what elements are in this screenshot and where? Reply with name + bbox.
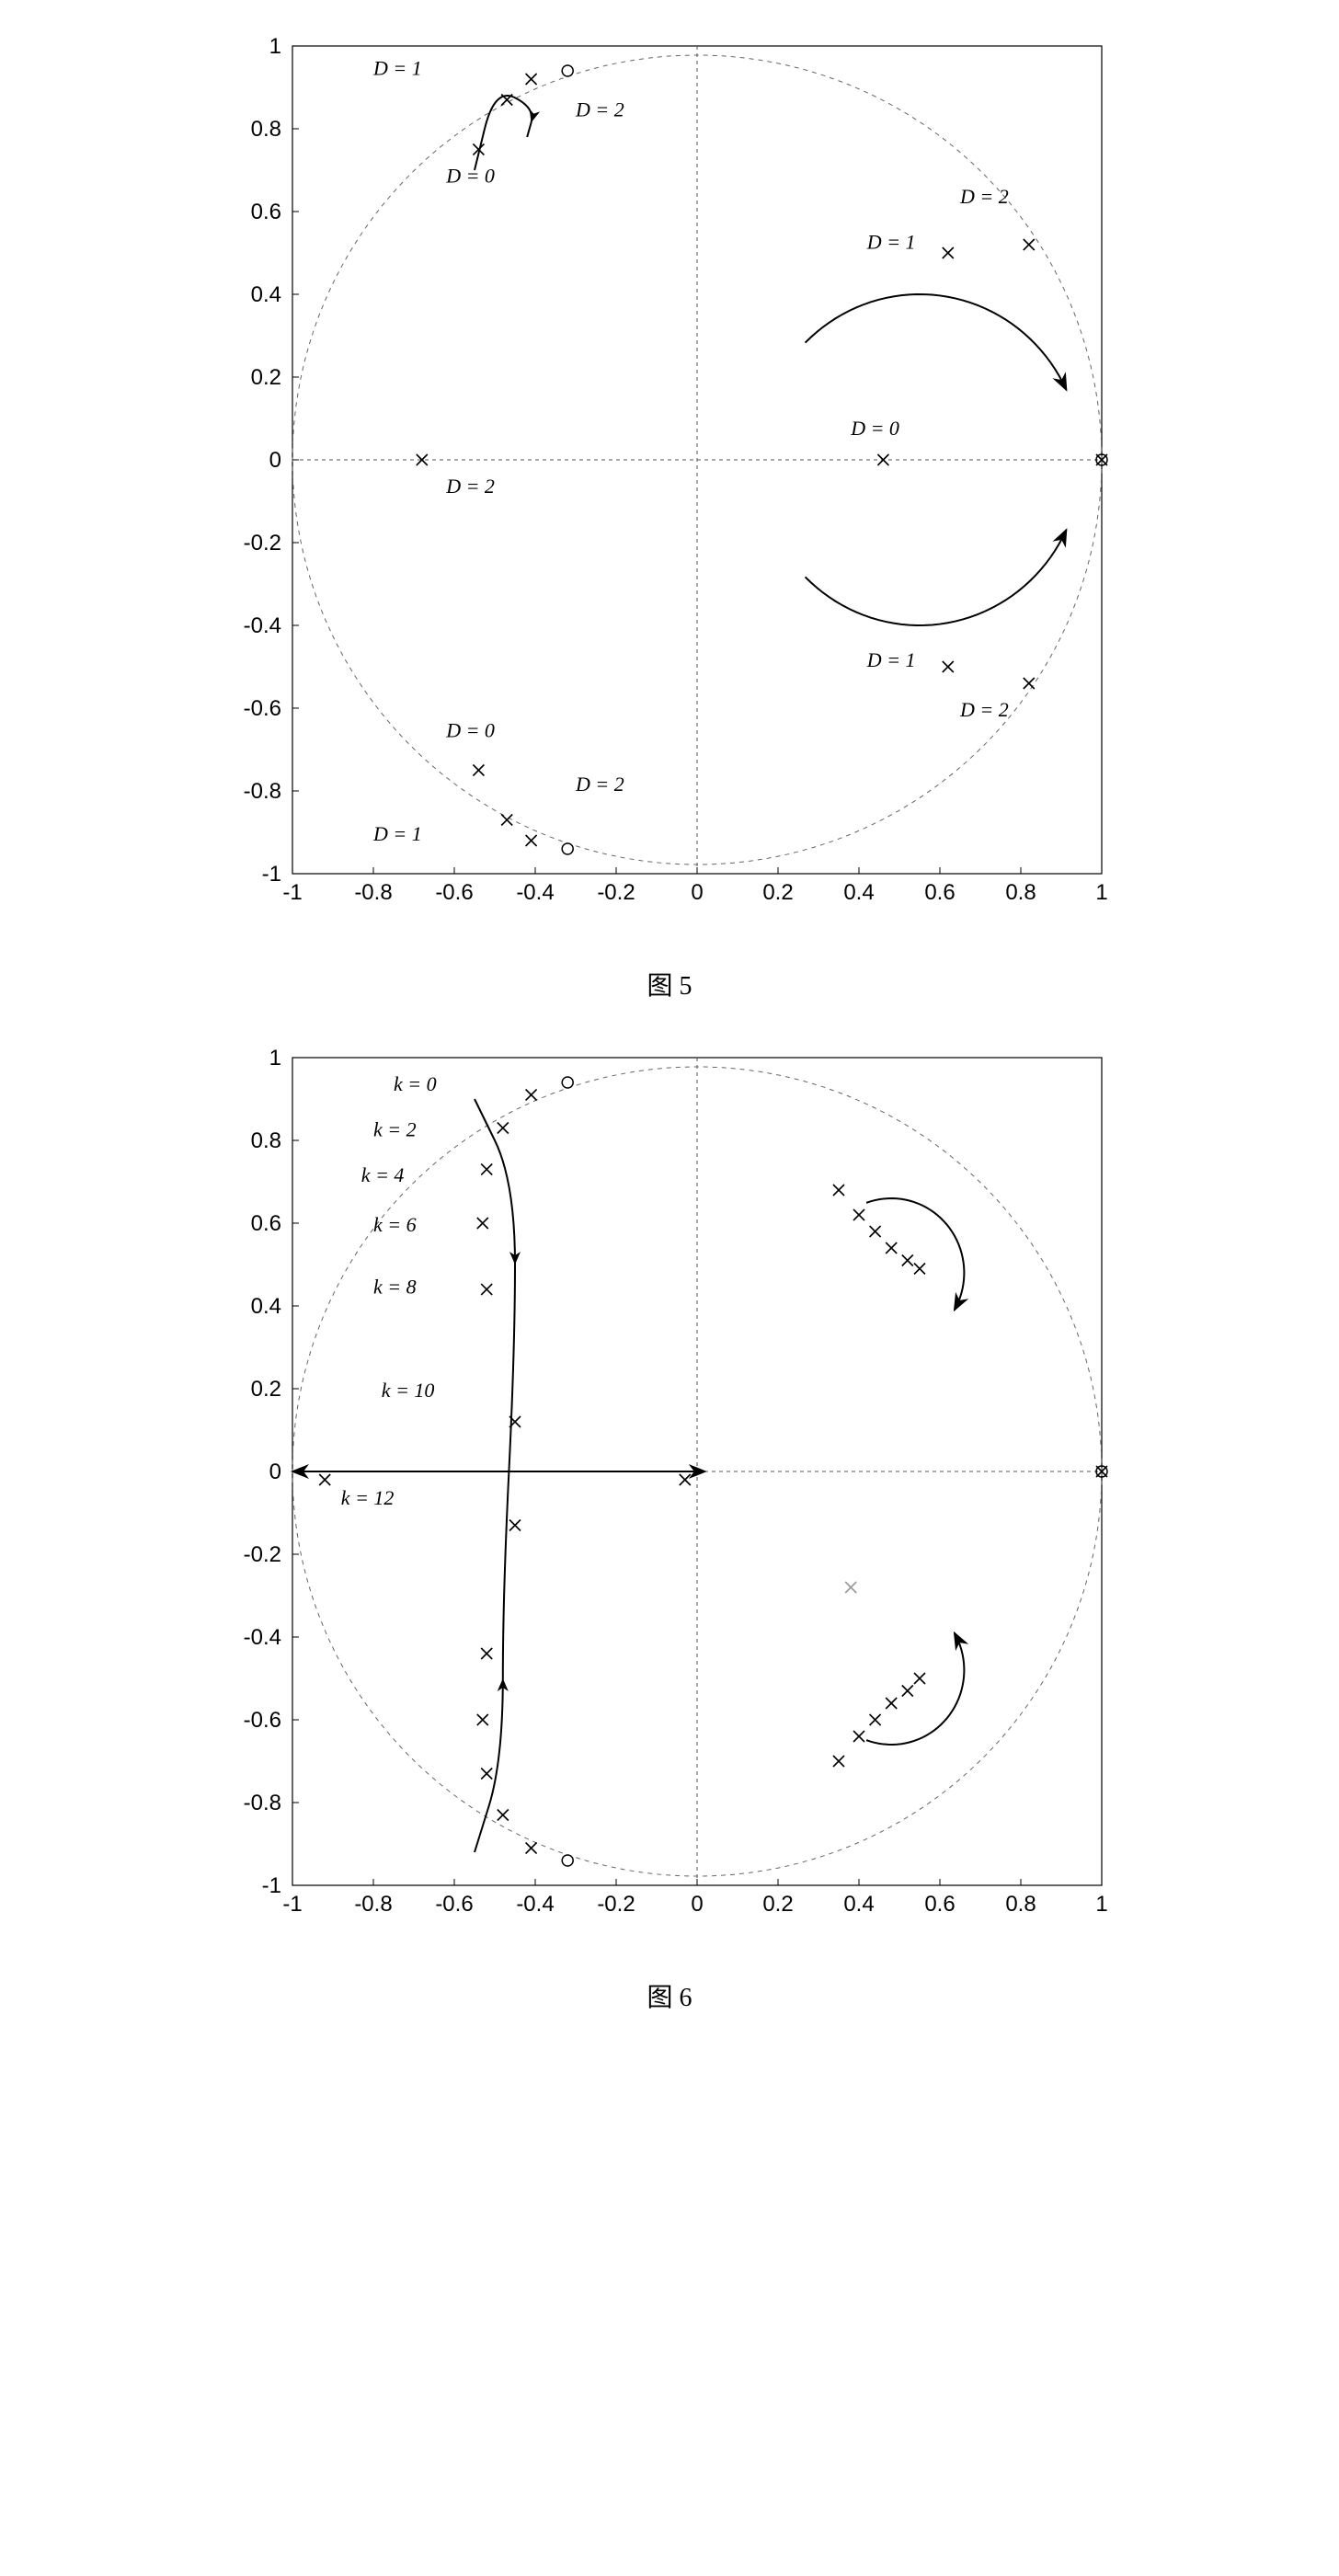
svg-text:D = 1: D = 1 <box>372 57 422 80</box>
svg-text:-0.6: -0.6 <box>435 880 473 905</box>
svg-text:-0.6: -0.6 <box>244 1708 281 1733</box>
fig5-caption: 图 5 <box>647 966 692 1002</box>
svg-text:0: 0 <box>691 1892 703 1917</box>
svg-text:D = 2: D = 2 <box>959 698 1009 721</box>
svg-text:k = 6: k = 6 <box>373 1213 417 1236</box>
svg-text:0.6: 0.6 <box>251 1211 281 1236</box>
svg-text:-0.4: -0.4 <box>244 613 281 638</box>
svg-text:1: 1 <box>269 1046 281 1070</box>
svg-text:0: 0 <box>269 448 281 473</box>
svg-text:-0.4: -0.4 <box>516 1892 554 1917</box>
svg-text:D = 0: D = 0 <box>445 165 495 188</box>
svg-text:-0.2: -0.2 <box>597 880 635 905</box>
svg-text:0: 0 <box>691 880 703 905</box>
svg-text:-0.6: -0.6 <box>435 1892 473 1917</box>
svg-text:0.8: 0.8 <box>1005 1892 1036 1917</box>
svg-text:k = 4: k = 4 <box>361 1163 405 1186</box>
svg-text:0.4: 0.4 <box>251 1294 281 1319</box>
svg-text:D = 1: D = 1 <box>866 231 916 254</box>
svg-text:0.2: 0.2 <box>251 365 281 390</box>
svg-text:1: 1 <box>1095 880 1107 905</box>
svg-text:-1: -1 <box>262 862 281 887</box>
svg-text:k = 2: k = 2 <box>373 1118 417 1141</box>
svg-text:0.2: 0.2 <box>251 1377 281 1402</box>
svg-text:0.6: 0.6 <box>251 200 281 224</box>
svg-text:D = 1: D = 1 <box>866 648 916 671</box>
figure-5: -1 -0.8 -0.6 -0.4 -0.2 0 0.2 0.4 0.6 0.8 1 -1 -0.8 -0… <box>210 18 1129 938</box>
svg-text:D = 2: D = 2 <box>575 98 624 121</box>
svg-text:0.8: 0.8 <box>251 1128 281 1153</box>
svg-text:0.8: 0.8 <box>1005 880 1036 905</box>
fig6-plot: -1 -0.8 -0.6 -0.4 -0.2 0 0.2 0.4 0.6 0.8 1 -1 -0.8 -0… <box>210 1030 1129 1950</box>
svg-text:1: 1 <box>269 34 281 59</box>
svg-text:0.6: 0.6 <box>924 880 955 905</box>
svg-text:-1: -1 <box>282 880 302 905</box>
fig6-caption: 图 6 <box>647 1977 692 2014</box>
fig5-plot: -1 -0.8 -0.6 -0.4 -0.2 0 0.2 0.4 0.6 0.8 1 -1 -0.8 -0… <box>210 18 1129 938</box>
svg-text:0.4: 0.4 <box>843 1892 874 1917</box>
svg-text:D = 0: D = 0 <box>850 417 899 440</box>
svg-text:k = 8: k = 8 <box>373 1276 417 1299</box>
figure-6: -1 -0.8 -0.6 -0.4 -0.2 0 0.2 0.4 0.6 0.8 1 -1 -0.8 -0… <box>210 1030 1129 1950</box>
svg-text:D = 2: D = 2 <box>575 773 624 796</box>
svg-text:D = 2: D = 2 <box>959 185 1009 208</box>
svg-text:k = 10: k = 10 <box>382 1379 435 1402</box>
svg-text:0.2: 0.2 <box>762 1892 793 1917</box>
svg-text:0: 0 <box>269 1460 281 1484</box>
svg-text:k = 0: k = 0 <box>394 1072 437 1095</box>
svg-text:-0.2: -0.2 <box>597 1892 635 1917</box>
svg-text:-0.2: -0.2 <box>244 531 281 555</box>
svg-text:D = 2: D = 2 <box>445 475 495 498</box>
svg-text:-1: -1 <box>262 1873 281 1898</box>
svg-text:-0.4: -0.4 <box>516 880 554 905</box>
svg-text:0.8: 0.8 <box>251 117 281 142</box>
svg-text:-0.8: -0.8 <box>354 1892 392 1917</box>
svg-text:-0.4: -0.4 <box>244 1625 281 1650</box>
svg-text:0.6: 0.6 <box>924 1892 955 1917</box>
svg-text:-0.6: -0.6 <box>244 696 281 721</box>
svg-text:-1: -1 <box>282 1892 302 1917</box>
svg-text:1: 1 <box>1095 1892 1107 1917</box>
svg-text:D = 1: D = 1 <box>372 822 422 845</box>
svg-text:-0.8: -0.8 <box>244 779 281 804</box>
svg-text:-0.8: -0.8 <box>244 1791 281 1815</box>
svg-text:0.4: 0.4 <box>251 282 281 307</box>
svg-text:-0.8: -0.8 <box>354 880 392 905</box>
svg-text:D = 0: D = 0 <box>445 719 495 742</box>
svg-text:0.4: 0.4 <box>843 880 874 905</box>
svg-text:-0.2: -0.2 <box>244 1542 281 1567</box>
svg-text:k = 12: k = 12 <box>341 1486 395 1509</box>
svg-text:0.2: 0.2 <box>762 880 793 905</box>
